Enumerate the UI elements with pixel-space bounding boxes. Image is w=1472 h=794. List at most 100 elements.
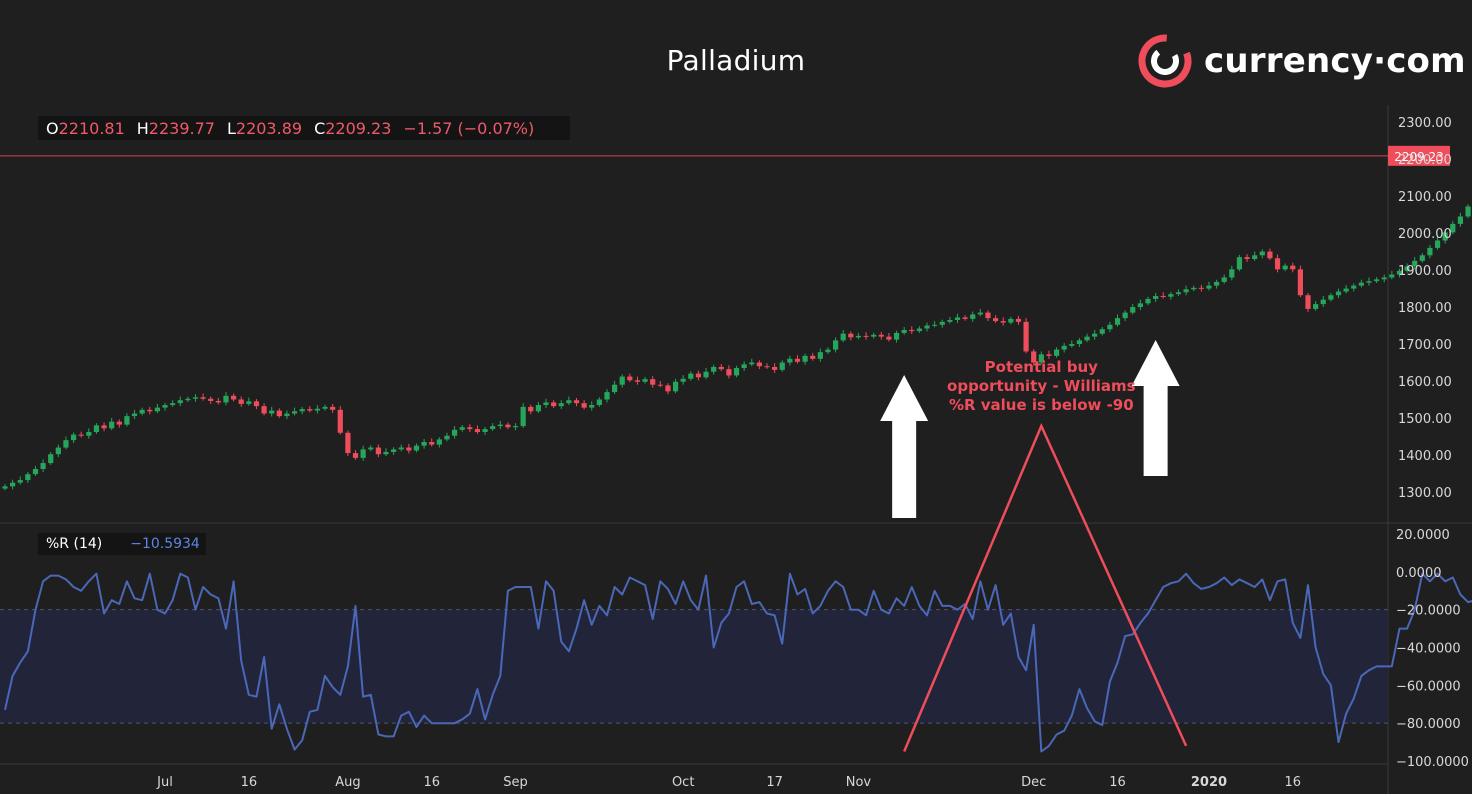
candle xyxy=(1008,316,1014,325)
candle xyxy=(589,401,595,411)
time-tick-label: 16 xyxy=(1285,775,1302,790)
candle-body xyxy=(231,395,237,400)
candle xyxy=(1450,220,1456,235)
candle xyxy=(185,396,191,403)
candle xyxy=(1183,285,1189,296)
candle-body xyxy=(627,376,633,381)
candle xyxy=(1061,342,1067,353)
candle xyxy=(1107,321,1113,333)
candle xyxy=(1236,254,1243,272)
candle-body xyxy=(223,395,229,403)
candle-body xyxy=(596,399,602,406)
candle-body xyxy=(55,447,61,455)
candle-body xyxy=(1114,318,1121,325)
candle xyxy=(1069,340,1075,348)
candle xyxy=(25,471,31,484)
candle-body xyxy=(116,421,122,425)
candle xyxy=(711,364,717,375)
candle xyxy=(1145,296,1151,306)
candle xyxy=(413,443,420,453)
wr-tick-label: 0.0000 xyxy=(1396,566,1442,581)
candle-body xyxy=(1404,266,1410,271)
candle xyxy=(253,399,260,410)
candle xyxy=(665,383,671,395)
candle xyxy=(1122,310,1128,322)
candle xyxy=(886,332,892,342)
candle xyxy=(1213,279,1220,289)
candle xyxy=(810,352,816,361)
time-tick-label: 2020 xyxy=(1191,775,1227,790)
candle-body xyxy=(970,314,976,319)
candle xyxy=(695,370,702,381)
candle-body xyxy=(345,432,351,454)
price-tick-label: 2200.00 xyxy=(1398,153,1452,168)
candle-body xyxy=(1305,295,1311,309)
candle-body xyxy=(612,384,618,393)
candle xyxy=(558,400,564,410)
candle xyxy=(70,432,77,444)
candle xyxy=(1335,288,1342,299)
candle xyxy=(947,317,953,324)
candle xyxy=(299,406,305,415)
candle xyxy=(1244,254,1250,262)
candle-body xyxy=(17,480,23,483)
candle xyxy=(139,407,145,416)
candle xyxy=(116,419,122,428)
candle xyxy=(741,361,747,372)
candle xyxy=(497,420,503,430)
candle-body xyxy=(1198,287,1204,289)
candle xyxy=(970,311,976,322)
candle-body xyxy=(1244,257,1250,259)
candle-body xyxy=(1069,344,1075,346)
candle xyxy=(749,358,755,367)
up-arrow-icon xyxy=(1131,340,1180,476)
candle-body xyxy=(261,406,267,414)
candle-body xyxy=(1290,265,1296,270)
candle xyxy=(596,397,602,407)
candle-body xyxy=(1252,255,1258,259)
candle xyxy=(429,438,435,447)
candle xyxy=(1434,236,1441,250)
candle xyxy=(1457,212,1464,227)
candle xyxy=(360,445,366,461)
candle xyxy=(1168,291,1174,300)
candle-body xyxy=(634,380,641,382)
candle xyxy=(1366,277,1372,286)
candle xyxy=(1313,301,1319,311)
candle-body xyxy=(939,321,945,325)
candle-body xyxy=(1168,294,1174,297)
candle xyxy=(1374,277,1380,284)
candle xyxy=(330,403,336,413)
candle xyxy=(840,329,846,343)
candle-body xyxy=(139,409,145,414)
candle xyxy=(893,330,900,343)
candle-body xyxy=(726,369,732,376)
candle-body xyxy=(688,373,694,379)
candle xyxy=(2,484,8,491)
candle-body xyxy=(314,408,321,411)
candle xyxy=(581,400,587,410)
candle xyxy=(246,397,252,406)
candle xyxy=(1130,304,1136,315)
open-label: O xyxy=(46,118,59,138)
candle xyxy=(863,332,869,340)
candle xyxy=(680,375,686,385)
candle-body xyxy=(1374,279,1380,282)
candle xyxy=(916,326,922,333)
candle-body xyxy=(1031,351,1037,363)
candle xyxy=(528,404,534,415)
candle-body xyxy=(2,486,8,489)
time-tick-label: Jul xyxy=(156,775,173,790)
candle-body xyxy=(650,379,656,385)
candle-body xyxy=(352,453,359,458)
indicator-value: −10.5934 xyxy=(130,536,200,552)
candle-body xyxy=(589,405,595,408)
candle-body xyxy=(429,441,435,445)
candle xyxy=(726,365,732,379)
low-label: L xyxy=(226,118,236,138)
candle xyxy=(276,408,282,418)
candle xyxy=(619,374,625,388)
candle xyxy=(604,389,610,403)
candle xyxy=(733,365,740,378)
